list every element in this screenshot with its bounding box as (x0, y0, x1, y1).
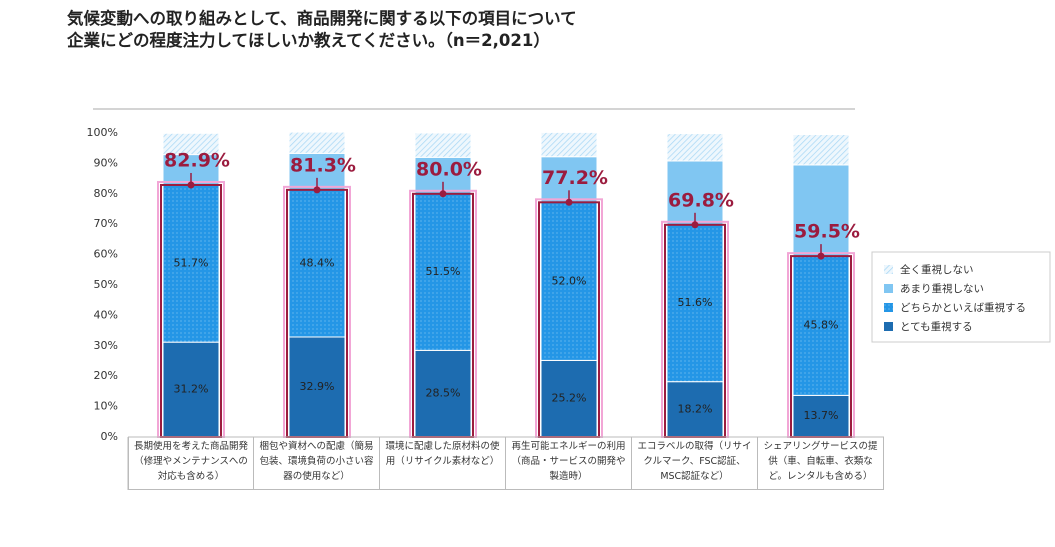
x-tick-label: 長期使用を考えた商品開発（修理やメンテナンスへの対応も含める） (128, 437, 254, 490)
bar-segment (666, 224, 724, 383)
y-tick-label: 90% (94, 156, 118, 169)
x-tick-label: エコラベルの取得（リサイクルマーク、FSC認証、MSC認証など） (632, 437, 758, 490)
legend-label: 全く重視しない (900, 263, 974, 276)
bar-segment (540, 131, 598, 158)
data-label: 45.8% (804, 319, 839, 332)
x-tick-label: シェアリングサービスの提供（車、自転車、衣類など。レンタルも含める） (758, 437, 884, 490)
y-tick-label: 80% (94, 187, 118, 200)
bar-segment (414, 193, 472, 351)
legend-swatch (884, 284, 893, 293)
bar-segment (414, 349, 472, 438)
total-label: 59.5% (794, 221, 860, 243)
legend-swatch (884, 322, 893, 331)
legend-swatch (884, 265, 893, 274)
bar-segment (288, 131, 346, 154)
total-marker (691, 221, 699, 229)
y-tick-label: 0% (101, 430, 118, 443)
y-tick-label: 100% (87, 126, 118, 139)
legend-label: とても重視する (900, 320, 973, 333)
legend-box (871, 251, 1051, 343)
bar-segment (792, 164, 850, 257)
bar-segment (540, 201, 598, 361)
x-tick-label: 環境に配慮した原材料の使用（リサイクル素材など） (380, 437, 506, 490)
title-line: 気候変動への取り組みとして、商品開発に関する以下の項目について (67, 9, 577, 28)
legend-label: どちらかといえば重視する (900, 301, 1026, 314)
total-marker (187, 181, 195, 189)
data-label: 31.2% (174, 383, 209, 396)
data-label: 28.5% (426, 387, 461, 400)
data-label: 18.2% (678, 402, 713, 415)
x-tick-label: 梱包や資材への配慮（簡易包装、環境負荷の小さい容器の使用など） (254, 437, 380, 490)
data-label: 25.2% (552, 392, 587, 405)
bar-segment (162, 132, 220, 156)
x-tick-label: 再生可能エネルギーの利用（商品・サービスの開発や製造時） (506, 437, 632, 490)
data-label: 51.6% (678, 296, 713, 309)
data-label: 13.7% (804, 409, 839, 422)
y-tick-label: 70% (94, 217, 118, 230)
bar-segment (792, 134, 850, 166)
data-label: 52.0% (552, 274, 587, 287)
y-tick-label: 50% (94, 278, 118, 291)
bar-segment (162, 341, 220, 438)
y-tick-label: 60% (94, 248, 118, 261)
data-label: 48.4% (300, 256, 335, 269)
total-label: 77.2% (542, 167, 608, 189)
total-label: 80.0% (416, 158, 482, 180)
y-tick-label: 30% (94, 339, 118, 352)
bar-segment (792, 394, 850, 438)
total-label: 81.3% (290, 154, 356, 176)
bar-segment (666, 381, 724, 438)
bar-segment (540, 359, 598, 438)
total-marker (817, 252, 825, 260)
total-label: 82.9% (164, 149, 230, 171)
bar-segment (666, 133, 724, 162)
y-tick-label: 20% (94, 369, 118, 382)
total-marker (439, 190, 447, 198)
title: 気候変動への取り組みとして、商品開発に関する以下の項目について 企業にどの程度注… (67, 8, 577, 52)
data-label: 32.9% (300, 380, 335, 393)
bar-segment (792, 255, 850, 396)
data-label: 51.7% (174, 257, 209, 270)
title-line: 企業にどの程度注力してほしいか教えてください。（n＝2,021） (67, 31, 550, 50)
bar-segment (540, 156, 598, 203)
y-tick-label: 10% (94, 400, 118, 413)
total-label: 69.8% (668, 189, 734, 211)
data-label: 51.5% (426, 265, 461, 278)
bar-segment (414, 132, 472, 158)
legend-swatch (884, 303, 893, 312)
legend-label: あまり重視しない (900, 282, 984, 295)
y-tick-label: 40% (94, 308, 118, 321)
total-marker (565, 198, 573, 206)
total-marker (313, 186, 321, 194)
bar-segment (288, 336, 346, 438)
